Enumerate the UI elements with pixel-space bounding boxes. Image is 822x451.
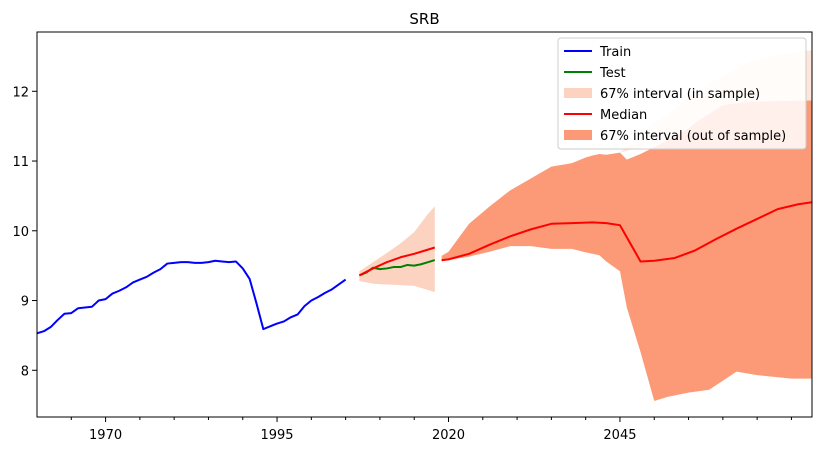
y-tick-label: 11 [12, 155, 29, 170]
x-axis: 1970 1995 2020 2045 [70, 417, 792, 443]
y-tick-label: 8 [21, 364, 29, 379]
legend-label-67-interval-in-sample: 67% interval (in sample) [600, 87, 760, 102]
legend-label-train: Train [599, 45, 631, 60]
legend-label-67-interval-out-of-sample: 67% interval (out of sample) [600, 129, 786, 144]
y-tick-label: 9 [21, 295, 29, 310]
chart-title: SRB [409, 10, 439, 28]
y-axis: 8 9 10 11 12 [12, 85, 37, 379]
legend-label-test: Test [599, 66, 626, 81]
x-tick-label: 1970 [89, 428, 122, 443]
legend-label-median: Median [600, 108, 647, 123]
legend-box [557, 37, 807, 150]
legend-swatch-67-interval-out-of-sample [564, 130, 592, 140]
legend: Train Test 67% interval (in sample) Median 6… [557, 37, 807, 150]
line-train [37, 259, 347, 335]
series-lines [37, 201, 812, 335]
legend-swatch-67-interval-in-sample [564, 88, 592, 98]
axes-frame [36, 31, 813, 418]
x-tick-label: 1995 [260, 428, 293, 443]
band-67-interval-out-of-sample [441, 100, 812, 401]
line-median-in-sample [358, 246, 436, 277]
x-tick-label: 2020 [432, 428, 465, 443]
y-tick-label: 12 [12, 85, 29, 100]
y-tick-label: 10 [12, 225, 29, 240]
x-tick-label: 2045 [603, 428, 636, 443]
band-67-interval-in-sample [359, 206, 435, 293]
line-median-out-of-sample [441, 201, 812, 263]
